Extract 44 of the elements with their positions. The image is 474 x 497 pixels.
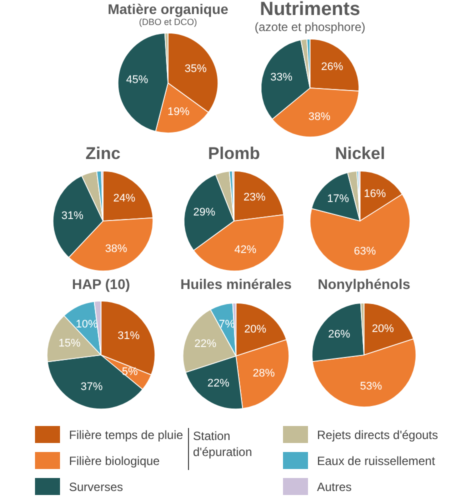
legend-label: Rejets directs d'égouts (317, 428, 438, 442)
data-label: 16% (364, 188, 386, 200)
chart-title: Plomb (207, 144, 261, 164)
legend-label: Filière biologique (69, 454, 160, 468)
data-label: 15% (58, 338, 81, 350)
chart-title: Zinc (84, 144, 122, 164)
chart-title: Nickel (334, 144, 386, 164)
data-label: 63% (354, 246, 376, 258)
chart-title: Matière organique (106, 1, 230, 18)
text: Station d'épuration (188, 428, 273, 470)
data-label: 35% (184, 62, 207, 75)
data-label: 22% (207, 378, 230, 390)
data-label: 20% (372, 322, 394, 335)
data-label: 20% (244, 323, 267, 336)
legend-label: Filière temps de pluie (69, 428, 184, 442)
chart-subtitle: (azote et phosphore) (254, 20, 366, 35)
chart-title: Huiles minérales (180, 276, 292, 292)
data-label: 38% (308, 110, 331, 123)
data-label: 26% (321, 61, 344, 74)
data-label: 29% (193, 206, 216, 218)
legend-label: Surverses (69, 480, 124, 494)
data-label: 38% (105, 243, 128, 256)
chart-title: HAP (10) (72, 276, 130, 292)
data-label: 53% (360, 380, 382, 392)
data-label: 23% (243, 192, 266, 204)
data-label: 31% (118, 330, 140, 342)
chart-title: Nonylphénols (318, 276, 410, 292)
data-label: 22% (194, 338, 217, 350)
chart-subtitle: (DBO et DCO) (138, 17, 198, 28)
data-label: 45% (126, 74, 148, 86)
data-label: 5% (122, 366, 138, 378)
data-label: 24% (113, 192, 136, 204)
data-label: 19% (167, 106, 190, 118)
data-label: 33% (270, 72, 293, 84)
data-label: 10% (76, 318, 98, 331)
legend-label: Eaux de ruissellement (317, 454, 436, 468)
data-label: 37% (80, 381, 103, 394)
chart-title: Nutriments (260, 0, 360, 20)
data-label: 31% (61, 210, 84, 222)
data-label: 28% (252, 368, 275, 380)
data-label: 17% (327, 193, 350, 206)
data-label: 26% (328, 328, 350, 340)
legend-label: Autres (317, 480, 352, 494)
data-label: 42% (234, 244, 257, 256)
